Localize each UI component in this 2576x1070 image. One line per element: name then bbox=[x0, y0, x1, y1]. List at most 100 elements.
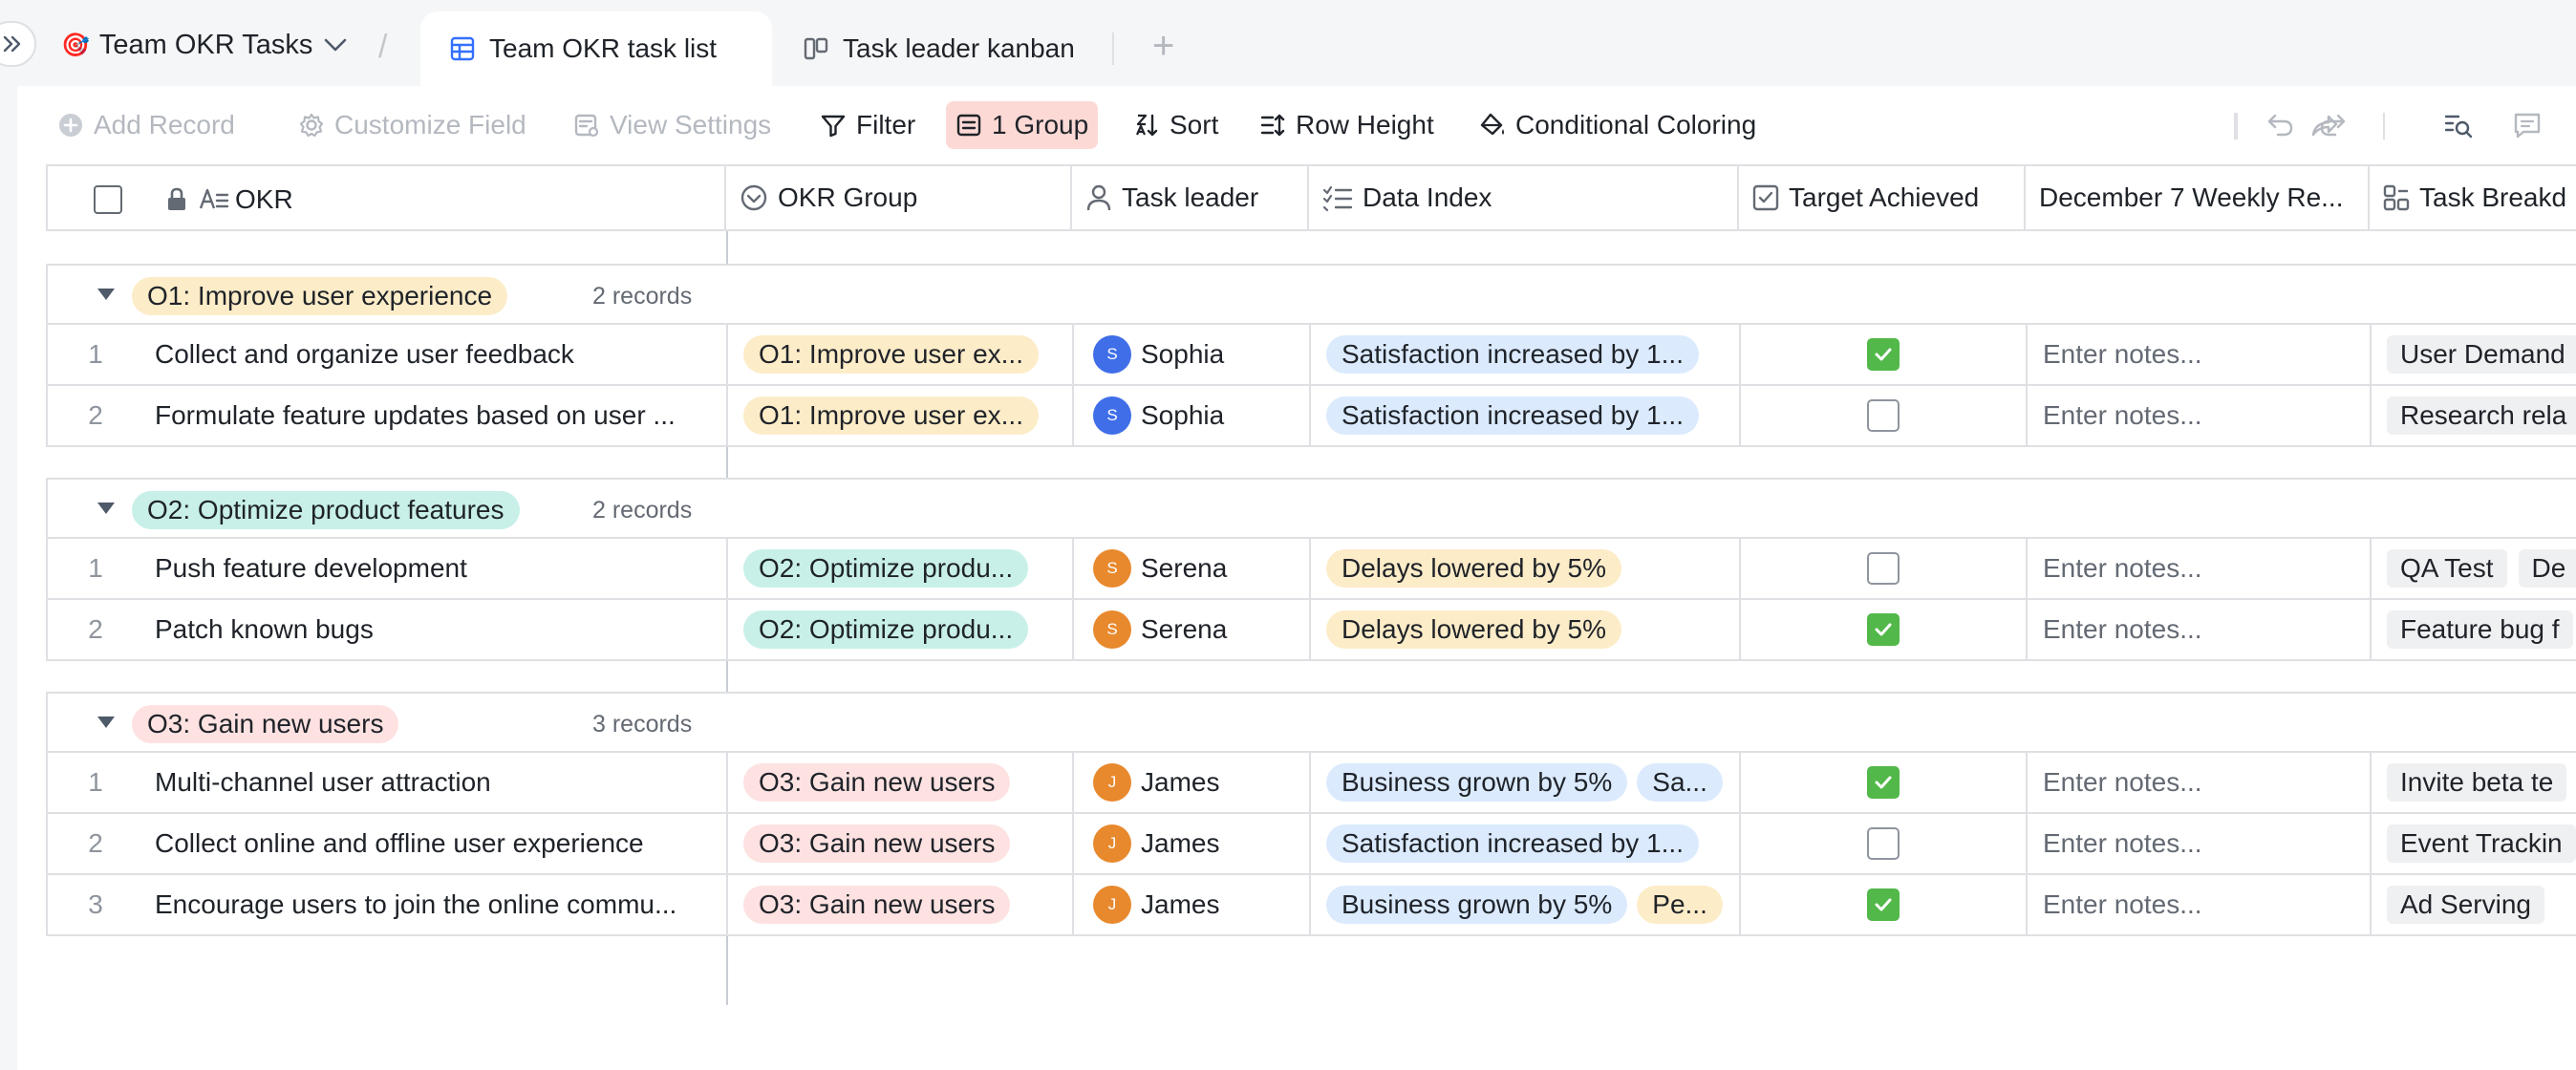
task-leader-cell[interactable]: J James bbox=[1074, 753, 1311, 812]
okr-cell[interactable]: Push feature development bbox=[155, 539, 728, 598]
task-link-tag[interactable]: Ad Serving bbox=[2387, 886, 2544, 924]
table-row[interactable]: 1 Collect and organize user feedback O1: I… bbox=[46, 325, 2576, 386]
weekly-report-cell[interactable]: Enter notes... bbox=[2028, 386, 2372, 445]
expand-sidebar-button[interactable] bbox=[0, 21, 36, 67]
task-leader-cell[interactable]: S Serena bbox=[1074, 539, 1311, 598]
comments-button[interactable] bbox=[2507, 105, 2547, 145]
weekly-report-cell[interactable]: Enter notes... bbox=[2028, 600, 2372, 659]
task-breakdown-cell[interactable]: QA Test De bbox=[2372, 539, 2576, 598]
group-button[interactable]: 1 Group bbox=[946, 101, 1099, 149]
task-link-tag[interactable]: Invite beta te bbox=[2387, 763, 2567, 802]
data-index-cell[interactable]: Satisfaction increased by 1... bbox=[1311, 386, 1741, 445]
okr-group-cell[interactable]: O1: Improve user ex... bbox=[728, 325, 1074, 384]
task-breakdown-cell[interactable]: Invite beta te bbox=[2372, 753, 2576, 812]
task-breakdown-cell[interactable]: Research rela bbox=[2372, 386, 2576, 445]
tab-task-leader-kanban[interactable]: Task leader kanban bbox=[774, 11, 1104, 86]
okr-cell[interactable]: Multi-channel user attraction bbox=[155, 753, 728, 812]
undo-button[interactable] bbox=[2261, 105, 2301, 145]
okr-group-cell[interactable]: O3: Gain new users bbox=[728, 814, 1074, 873]
okr-group-cell[interactable]: O2: Optimize produ... bbox=[728, 600, 1074, 659]
weekly-report-cell[interactable]: Enter notes... bbox=[2028, 325, 2372, 384]
table-row[interactable]: 1 Push feature development O2: Optimize pr… bbox=[46, 539, 2576, 600]
search-records-button[interactable] bbox=[2438, 105, 2479, 145]
column-header-task-breakdown[interactable]: Task Breakd bbox=[2370, 164, 2576, 231]
group-header[interactable]: O3: Gain new users 3 records bbox=[46, 692, 2576, 753]
task-breakdown-cell[interactable]: Event Trackin bbox=[2372, 814, 2576, 873]
table-row[interactable]: 2 Patch known bugs O2: Optimize produ... S S… bbox=[46, 600, 2576, 661]
okr-group-cell[interactable]: O3: Gain new users bbox=[728, 753, 1074, 812]
data-index-cell[interactable]: Satisfaction increased by 1... bbox=[1311, 814, 1741, 873]
task-breakdown-cell[interactable]: Ad Serving bbox=[2372, 875, 2576, 934]
share-button[interactable] bbox=[2305, 105, 2345, 145]
column-header-okr[interactable]: OKR bbox=[46, 164, 726, 231]
task-link-tag[interactable]: Feature bug f bbox=[2387, 610, 2573, 649]
weekly-report-cell[interactable]: Enter notes... bbox=[2028, 875, 2372, 934]
task-leader-cell[interactable]: S Serena bbox=[1074, 600, 1311, 659]
collapse-caret-icon[interactable] bbox=[97, 503, 115, 514]
data-index-cell[interactable]: Business grown by 5% Pe... bbox=[1311, 875, 1741, 934]
target-achieved-cell[interactable] bbox=[1741, 600, 2028, 659]
table-row[interactable]: 2 Collect online and offline user experie… bbox=[46, 814, 2576, 875]
target-achieved-checkbox[interactable] bbox=[1867, 399, 1900, 432]
target-achieved-cell[interactable] bbox=[1741, 325, 2028, 384]
sort-button[interactable]: Sort bbox=[1126, 101, 1226, 149]
select-all-checkbox[interactable] bbox=[94, 185, 122, 214]
target-achieved-checkbox[interactable] bbox=[1867, 766, 1900, 799]
task-leader-cell[interactable]: J James bbox=[1074, 875, 1311, 934]
weekly-report-cell[interactable]: Enter notes... bbox=[2028, 753, 2372, 812]
data-index-cell[interactable]: Business grown by 5% Sa... bbox=[1311, 753, 1741, 812]
filter-button[interactable]: Filter bbox=[812, 101, 923, 149]
table-row[interactable]: 1 Multi-channel user attraction O3: Gain n… bbox=[46, 753, 2576, 814]
okr-cell[interactable]: Collect and organize user feedback bbox=[155, 325, 728, 384]
task-link-tag[interactable]: Event Trackin bbox=[2387, 824, 2576, 863]
target-achieved-cell[interactable] bbox=[1741, 753, 2028, 812]
add-record-button[interactable]: Add Record bbox=[50, 101, 243, 149]
collapse-caret-icon[interactable] bbox=[97, 717, 115, 728]
group-header[interactable]: O2: Optimize product features 2 records bbox=[46, 478, 2576, 539]
okr-group-cell[interactable]: O3: Gain new users bbox=[728, 875, 1074, 934]
task-link-tag[interactable]: User Demand bbox=[2387, 335, 2576, 374]
column-header-data-index[interactable]: Data Index bbox=[1309, 164, 1739, 231]
task-link-tag[interactable]: QA Test bbox=[2387, 549, 2507, 588]
column-header-target-achieved[interactable]: Target Achieved bbox=[1739, 164, 2026, 231]
target-achieved-checkbox[interactable] bbox=[1867, 338, 1900, 371]
column-header-okr-group[interactable]: OKR Group bbox=[726, 164, 1072, 231]
weekly-report-cell[interactable]: Enter notes... bbox=[2028, 539, 2372, 598]
group-header[interactable]: O1: Improve user experience 2 records bbox=[46, 264, 2576, 325]
task-leader-cell[interactable]: S Sophia bbox=[1074, 386, 1311, 445]
task-breakdown-cell[interactable]: Feature bug f bbox=[2372, 600, 2576, 659]
target-achieved-cell[interactable] bbox=[1741, 539, 2028, 598]
okr-cell[interactable]: Patch known bugs bbox=[155, 600, 728, 659]
task-leader-cell[interactable]: S Sophia bbox=[1074, 325, 1311, 384]
redo-button[interactable] bbox=[2312, 105, 2352, 145]
target-achieved-checkbox[interactable] bbox=[1867, 827, 1900, 860]
collapse-caret-icon[interactable] bbox=[97, 289, 115, 300]
target-achieved-checkbox[interactable] bbox=[1867, 888, 1900, 921]
table-row[interactable]: 3 Encourage users to join the online comm… bbox=[46, 875, 2576, 936]
okr-group-cell[interactable]: O1: Improve user ex... bbox=[728, 386, 1074, 445]
conditional-coloring-button[interactable]: Conditional Coloring bbox=[1471, 101, 1764, 149]
data-index-cell[interactable]: Satisfaction increased by 1... bbox=[1311, 325, 1741, 384]
okr-cell[interactable]: Collect online and offline user experien… bbox=[155, 814, 728, 873]
add-view-button[interactable]: + bbox=[1152, 25, 1175, 67]
row-height-button[interactable]: Row Height bbox=[1252, 101, 1442, 149]
okr-cell[interactable]: Formulate feature updates based on user … bbox=[155, 386, 728, 445]
task-breakdown-cell[interactable]: User Demand bbox=[2372, 325, 2576, 384]
target-achieved-checkbox[interactable] bbox=[1867, 552, 1900, 585]
weekly-report-cell[interactable]: Enter notes... bbox=[2028, 814, 2372, 873]
tab-team-okr-task-list[interactable]: Team OKR task list bbox=[420, 11, 772, 86]
target-achieved-cell[interactable] bbox=[1741, 875, 2028, 934]
view-settings-button[interactable]: View Settings bbox=[566, 101, 779, 149]
task-leader-cell[interactable]: J James bbox=[1074, 814, 1311, 873]
okr-cell[interactable]: Encourage users to join the online commu… bbox=[155, 875, 728, 934]
column-header-task-leader[interactable]: Task leader bbox=[1072, 164, 1309, 231]
column-header-weekly-report[interactable]: December 7 Weekly Re... bbox=[2026, 164, 2370, 231]
okr-group-cell[interactable]: O2: Optimize produ... bbox=[728, 539, 1074, 598]
table-row[interactable]: 2 Formulate feature updates based on user… bbox=[46, 386, 2576, 447]
base-name-dropdown[interactable]: 🎯 Team OKR Tasks bbox=[61, 23, 349, 67]
task-link-tag[interactable]: Research rela bbox=[2387, 396, 2576, 435]
data-index-cell[interactable]: Delays lowered by 5% bbox=[1311, 539, 1741, 598]
target-achieved-cell[interactable] bbox=[1741, 386, 2028, 445]
task-link-tag[interactable]: De bbox=[2518, 549, 2576, 588]
target-achieved-cell[interactable] bbox=[1741, 814, 2028, 873]
